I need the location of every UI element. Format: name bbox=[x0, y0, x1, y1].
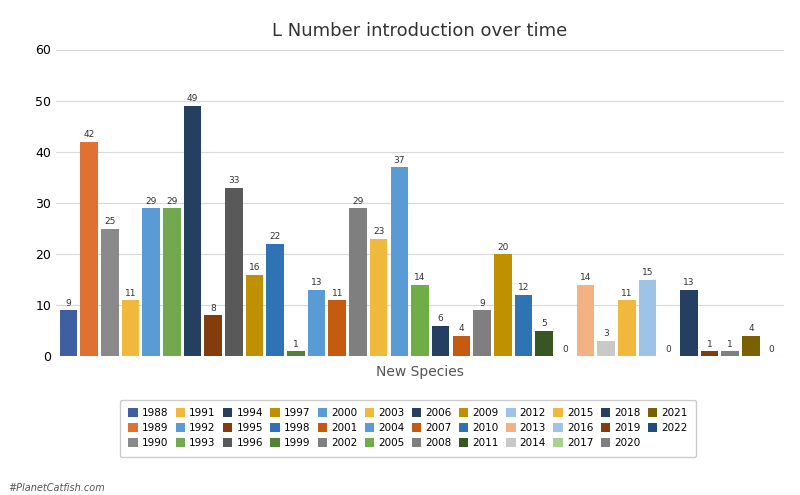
Text: 1: 1 bbox=[706, 340, 713, 348]
Text: 1: 1 bbox=[293, 340, 298, 348]
Text: 20: 20 bbox=[497, 243, 509, 251]
Bar bbox=[494, 254, 511, 356]
Text: 14: 14 bbox=[414, 273, 426, 282]
Text: 22: 22 bbox=[270, 232, 281, 242]
Text: 16: 16 bbox=[249, 263, 260, 272]
Bar bbox=[122, 300, 139, 356]
Text: 12: 12 bbox=[518, 284, 529, 293]
Text: 0: 0 bbox=[666, 345, 671, 354]
Bar bbox=[722, 351, 739, 356]
Text: 11: 11 bbox=[125, 289, 136, 297]
Bar bbox=[474, 310, 491, 356]
Bar bbox=[60, 310, 77, 356]
Bar bbox=[453, 336, 470, 356]
Text: 9: 9 bbox=[479, 299, 485, 308]
Bar bbox=[638, 280, 656, 356]
Bar bbox=[204, 315, 222, 356]
Text: 37: 37 bbox=[394, 155, 405, 164]
Bar bbox=[101, 229, 118, 356]
Bar bbox=[577, 285, 594, 356]
Bar bbox=[618, 300, 636, 356]
Bar bbox=[535, 331, 553, 356]
Bar bbox=[308, 290, 326, 356]
Text: 4: 4 bbox=[748, 324, 754, 334]
Bar bbox=[266, 244, 284, 356]
Text: 15: 15 bbox=[642, 268, 654, 277]
Text: 0: 0 bbox=[769, 345, 774, 354]
X-axis label: New Species: New Species bbox=[376, 365, 464, 379]
Text: 23: 23 bbox=[373, 227, 384, 236]
Text: 42: 42 bbox=[83, 130, 94, 139]
Text: 0: 0 bbox=[562, 345, 568, 354]
Text: 29: 29 bbox=[146, 197, 157, 205]
Text: 11: 11 bbox=[621, 289, 633, 297]
Bar bbox=[514, 295, 532, 356]
Text: 1: 1 bbox=[727, 340, 733, 348]
Bar bbox=[329, 300, 346, 356]
Text: 6: 6 bbox=[438, 314, 443, 323]
Text: 5: 5 bbox=[542, 319, 547, 328]
Bar bbox=[411, 285, 429, 356]
Bar bbox=[742, 336, 760, 356]
Text: 14: 14 bbox=[580, 273, 591, 282]
Bar bbox=[370, 239, 387, 356]
Text: 13: 13 bbox=[311, 278, 322, 287]
Text: 11: 11 bbox=[331, 289, 343, 297]
Bar bbox=[287, 351, 305, 356]
Bar bbox=[163, 208, 181, 356]
Bar bbox=[701, 351, 718, 356]
Text: #PlanetCatfish.com: #PlanetCatfish.com bbox=[8, 483, 105, 493]
Bar bbox=[246, 275, 263, 356]
Bar bbox=[680, 290, 698, 356]
Bar bbox=[184, 106, 202, 356]
Text: 3: 3 bbox=[603, 330, 609, 339]
Text: 8: 8 bbox=[210, 304, 216, 313]
Text: 25: 25 bbox=[104, 217, 115, 226]
Text: 4: 4 bbox=[458, 324, 464, 334]
Legend: 1988, 1989, 1990, 1991, 1992, 1993, 1994, 1995, 1996, 1997, 1998, 1999, 2000, 20: 1988, 1989, 1990, 1991, 1992, 1993, 1994… bbox=[120, 399, 696, 457]
Bar bbox=[142, 208, 160, 356]
Text: 13: 13 bbox=[683, 278, 694, 287]
Title: L Number introduction over time: L Number introduction over time bbox=[272, 22, 568, 40]
Text: 33: 33 bbox=[228, 176, 240, 185]
Bar bbox=[80, 142, 98, 356]
Text: 29: 29 bbox=[352, 197, 364, 205]
Text: 29: 29 bbox=[166, 197, 178, 205]
Text: 9: 9 bbox=[66, 299, 71, 308]
Bar bbox=[390, 167, 408, 356]
Bar bbox=[598, 341, 615, 356]
Text: 49: 49 bbox=[187, 94, 198, 103]
Bar bbox=[432, 326, 450, 356]
Bar bbox=[349, 208, 366, 356]
Bar bbox=[225, 188, 242, 356]
